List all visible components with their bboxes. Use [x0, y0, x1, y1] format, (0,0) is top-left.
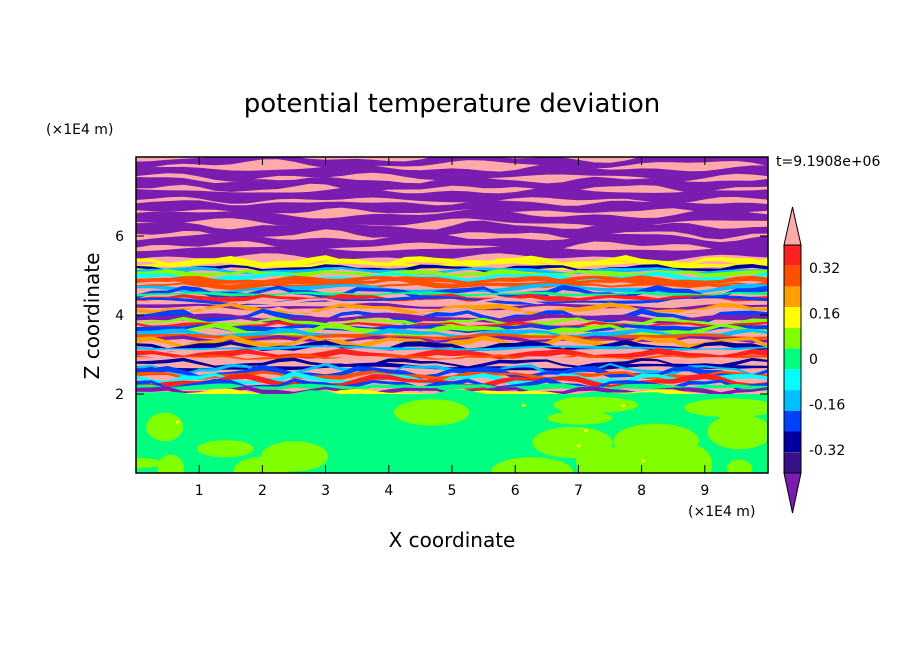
time-label: t=9.1908e+06 [776, 154, 880, 170]
x-tick-label: 3 [321, 483, 330, 499]
field-layer-middle [136, 275, 768, 290]
field-layer-middle [136, 284, 768, 301]
colorbar-box [784, 265, 801, 287]
field-layer-middle [136, 322, 768, 339]
field-speck [521, 403, 526, 407]
field-layer-upper [136, 230, 768, 252]
field-layer-middle [136, 345, 768, 352]
field-patch [552, 396, 639, 413]
y-tick-label: 2 [115, 387, 124, 403]
field-patch [547, 411, 613, 425]
field-layer-middle [136, 266, 768, 275]
field-layer-upper [136, 187, 768, 204]
field-patch [491, 457, 573, 473]
colorbar: -0.32 -0.16 0 0.16 0.32 [783, 206, 845, 514]
colorbar-box [784, 245, 801, 266]
field-layer-upper [136, 200, 768, 215]
field-layer-upper [136, 245, 768, 262]
colorbar-over-triangle [783, 206, 802, 246]
colorbar-under-triangle [783, 472, 802, 514]
field-patch [613, 423, 699, 459]
field-patch [726, 459, 753, 473]
field-layer-middle [136, 357, 768, 369]
field-layer-middle [136, 271, 768, 284]
x-axis-label: X coordinate [389, 528, 516, 552]
field-layer-upper [136, 220, 768, 240]
field-layer-middle [136, 275, 768, 285]
field-speck [641, 459, 646, 463]
field-patch [394, 399, 470, 426]
field-patch [146, 412, 184, 442]
field-layer-middle [136, 339, 768, 353]
chart-title: potential temperature deviation [244, 89, 660, 119]
colorbar-box [784, 369, 801, 391]
colorbar-label: -0.16 [809, 398, 845, 414]
x-unit-label: (×1E4 m) [688, 504, 755, 520]
colorbar-box [784, 307, 801, 328]
field-layer-middle [136, 320, 768, 330]
y-axis-label: Z coordinate [80, 253, 104, 380]
field-layer-middle [136, 356, 768, 365]
colorbar-label: -0.32 [809, 443, 845, 459]
field-speck [583, 429, 588, 433]
y-axis-ticks: 2 4 6 [115, 229, 768, 403]
lower-region-patches [136, 396, 768, 473]
field-speck [621, 404, 625, 408]
colorbar-box [784, 348, 801, 370]
field-layer-upper [136, 208, 768, 227]
field-layer-upper [136, 175, 768, 193]
field-layer-upper [136, 157, 768, 170]
x-tick-label: 6 [511, 483, 520, 499]
field-layer-middle [136, 362, 768, 372]
colorbar-box [784, 410, 801, 432]
x-tick-label: 4 [384, 483, 393, 499]
field-patch [233, 456, 290, 473]
plot-area [136, 157, 768, 473]
x-tick-label: 9 [700, 483, 709, 499]
x-tick-label: 2 [258, 483, 267, 499]
field-layer-middle [136, 389, 768, 405]
field-layer-middle [136, 258, 768, 270]
colorbar-box [784, 327, 801, 349]
field-patch [157, 454, 185, 473]
field-speck [576, 444, 581, 448]
colorbar-box [784, 431, 801, 453]
field-layer-upper [136, 163, 768, 182]
colorbar-box [784, 452, 801, 473]
y-tick-label: 6 [115, 229, 124, 245]
x-tick-label: 7 [574, 483, 583, 499]
field-speck [175, 420, 180, 424]
field-layer-middle [136, 306, 768, 318]
field-patch [197, 440, 254, 458]
field-patch [576, 441, 606, 473]
x-tick-label: 5 [448, 483, 457, 499]
y-unit-label: (×1E4 m) [46, 122, 113, 138]
colorbar-label: 0 [809, 352, 818, 368]
colorbar-label: 0.32 [809, 261, 840, 277]
x-tick-label: 8 [637, 483, 646, 499]
y-tick-label: 4 [115, 308, 124, 324]
stratified-bands [136, 157, 768, 405]
field-layer-middle [136, 335, 768, 344]
field-layer-middle [136, 255, 768, 268]
field-patch [707, 414, 768, 450]
x-tick-label: 1 [195, 483, 204, 499]
colorbar-box [784, 390, 801, 411]
field-patch [684, 398, 768, 418]
field-patch [136, 457, 162, 469]
x-axis-ticks: 1 2 3 4 5 6 7 8 9 [195, 157, 709, 499]
colorbar-label: 0.16 [809, 306, 840, 322]
colorbar-box [784, 286, 801, 308]
